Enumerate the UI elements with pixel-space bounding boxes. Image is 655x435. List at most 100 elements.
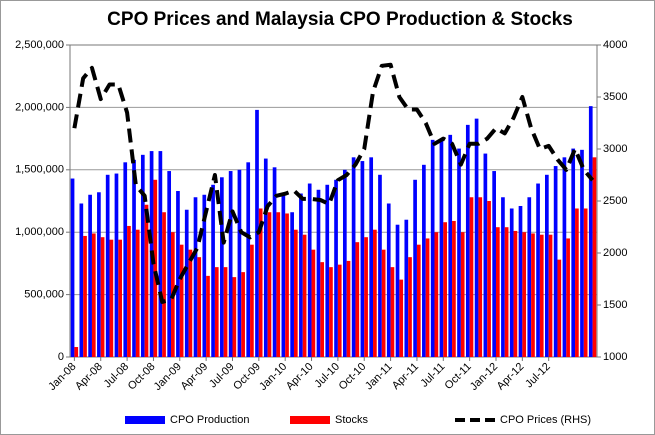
bar — [290, 212, 294, 357]
bar — [513, 230, 518, 357]
bar — [386, 203, 391, 357]
bar — [501, 197, 505, 357]
chart-title: CPO Prices and Malaysia CPO Production &… — [107, 9, 573, 30]
bar — [88, 194, 92, 357]
bar — [285, 213, 289, 357]
bar — [404, 219, 409, 357]
bar — [105, 174, 110, 357]
bar — [79, 203, 84, 357]
bar — [202, 194, 207, 357]
bar — [399, 279, 404, 357]
bar — [162, 212, 166, 357]
price-line — [72, 62, 595, 304]
legend-label: CPO Prices (RHS) — [500, 414, 591, 426]
bar — [293, 229, 298, 357]
y-tick-label: 1,500,000 — [15, 164, 64, 176]
bar — [562, 157, 567, 357]
bar — [469, 197, 474, 357]
bar — [369, 157, 374, 357]
bar — [457, 148, 461, 357]
bar — [592, 157, 597, 357]
bar — [299, 193, 303, 357]
bar — [241, 272, 245, 357]
bar — [474, 118, 479, 357]
bar — [302, 234, 307, 357]
bar — [140, 154, 145, 357]
legend-label: Stocks — [335, 414, 369, 426]
y2-tick-label: 1000 — [603, 351, 627, 363]
bar — [193, 197, 198, 357]
y2-tick-label: 1500 — [603, 299, 627, 311]
bar — [416, 244, 421, 357]
bar — [83, 235, 87, 357]
bar — [144, 204, 149, 357]
bar — [206, 275, 210, 357]
bar — [448, 134, 453, 357]
bar — [483, 153, 488, 357]
bar — [478, 197, 483, 357]
bar — [97, 192, 101, 357]
bar — [237, 169, 242, 357]
bar — [74, 347, 79, 357]
bar — [583, 208, 588, 357]
y2-tick-label: 4000 — [603, 39, 627, 51]
bar — [263, 158, 268, 357]
bar — [184, 209, 189, 357]
bar — [281, 193, 286, 357]
bar — [179, 244, 184, 357]
legend-swatch — [125, 416, 165, 424]
bar — [316, 189, 321, 357]
bar — [311, 249, 316, 357]
bar — [536, 183, 540, 357]
bar — [575, 208, 579, 357]
bar — [153, 179, 158, 357]
bar — [118, 239, 122, 357]
bar — [220, 177, 224, 357]
bar — [276, 212, 281, 357]
bar — [504, 227, 509, 357]
bar — [250, 244, 254, 357]
bar — [334, 179, 338, 357]
bar — [232, 277, 237, 357]
bar — [425, 238, 430, 357]
y2-tick-label: 2500 — [603, 195, 627, 207]
bar — [545, 174, 549, 357]
bar — [548, 234, 553, 357]
bar — [135, 229, 140, 357]
bar — [539, 234, 544, 357]
bar — [158, 151, 163, 357]
bar — [495, 227, 500, 357]
bar — [557, 259, 562, 357]
bar — [566, 238, 570, 357]
bar — [91, 233, 96, 357]
bar — [228, 171, 233, 357]
bar — [123, 162, 128, 357]
y2-tick-label: 2000 — [603, 247, 627, 259]
legend-label: CPO Production — [170, 414, 249, 426]
bar — [430, 139, 435, 357]
bar — [460, 232, 465, 357]
y-tick-label: 0 — [58, 351, 64, 363]
bar — [373, 229, 377, 357]
bar — [351, 157, 356, 357]
bar — [346, 260, 351, 357]
bar — [395, 224, 400, 357]
bar — [214, 267, 219, 357]
bar — [109, 239, 114, 357]
bar — [527, 197, 532, 357]
bar — [100, 237, 105, 357]
bar — [443, 222, 447, 357]
bar — [465, 124, 470, 357]
y2-tick-label: 3500 — [603, 91, 627, 103]
bar — [360, 161, 365, 357]
bar — [127, 225, 131, 357]
bar — [272, 167, 277, 357]
bar — [258, 208, 263, 357]
bar — [114, 173, 119, 357]
bar — [588, 106, 593, 357]
bar — [408, 257, 412, 357]
bar — [492, 171, 496, 357]
bar — [390, 267, 395, 357]
bar — [518, 205, 523, 357]
